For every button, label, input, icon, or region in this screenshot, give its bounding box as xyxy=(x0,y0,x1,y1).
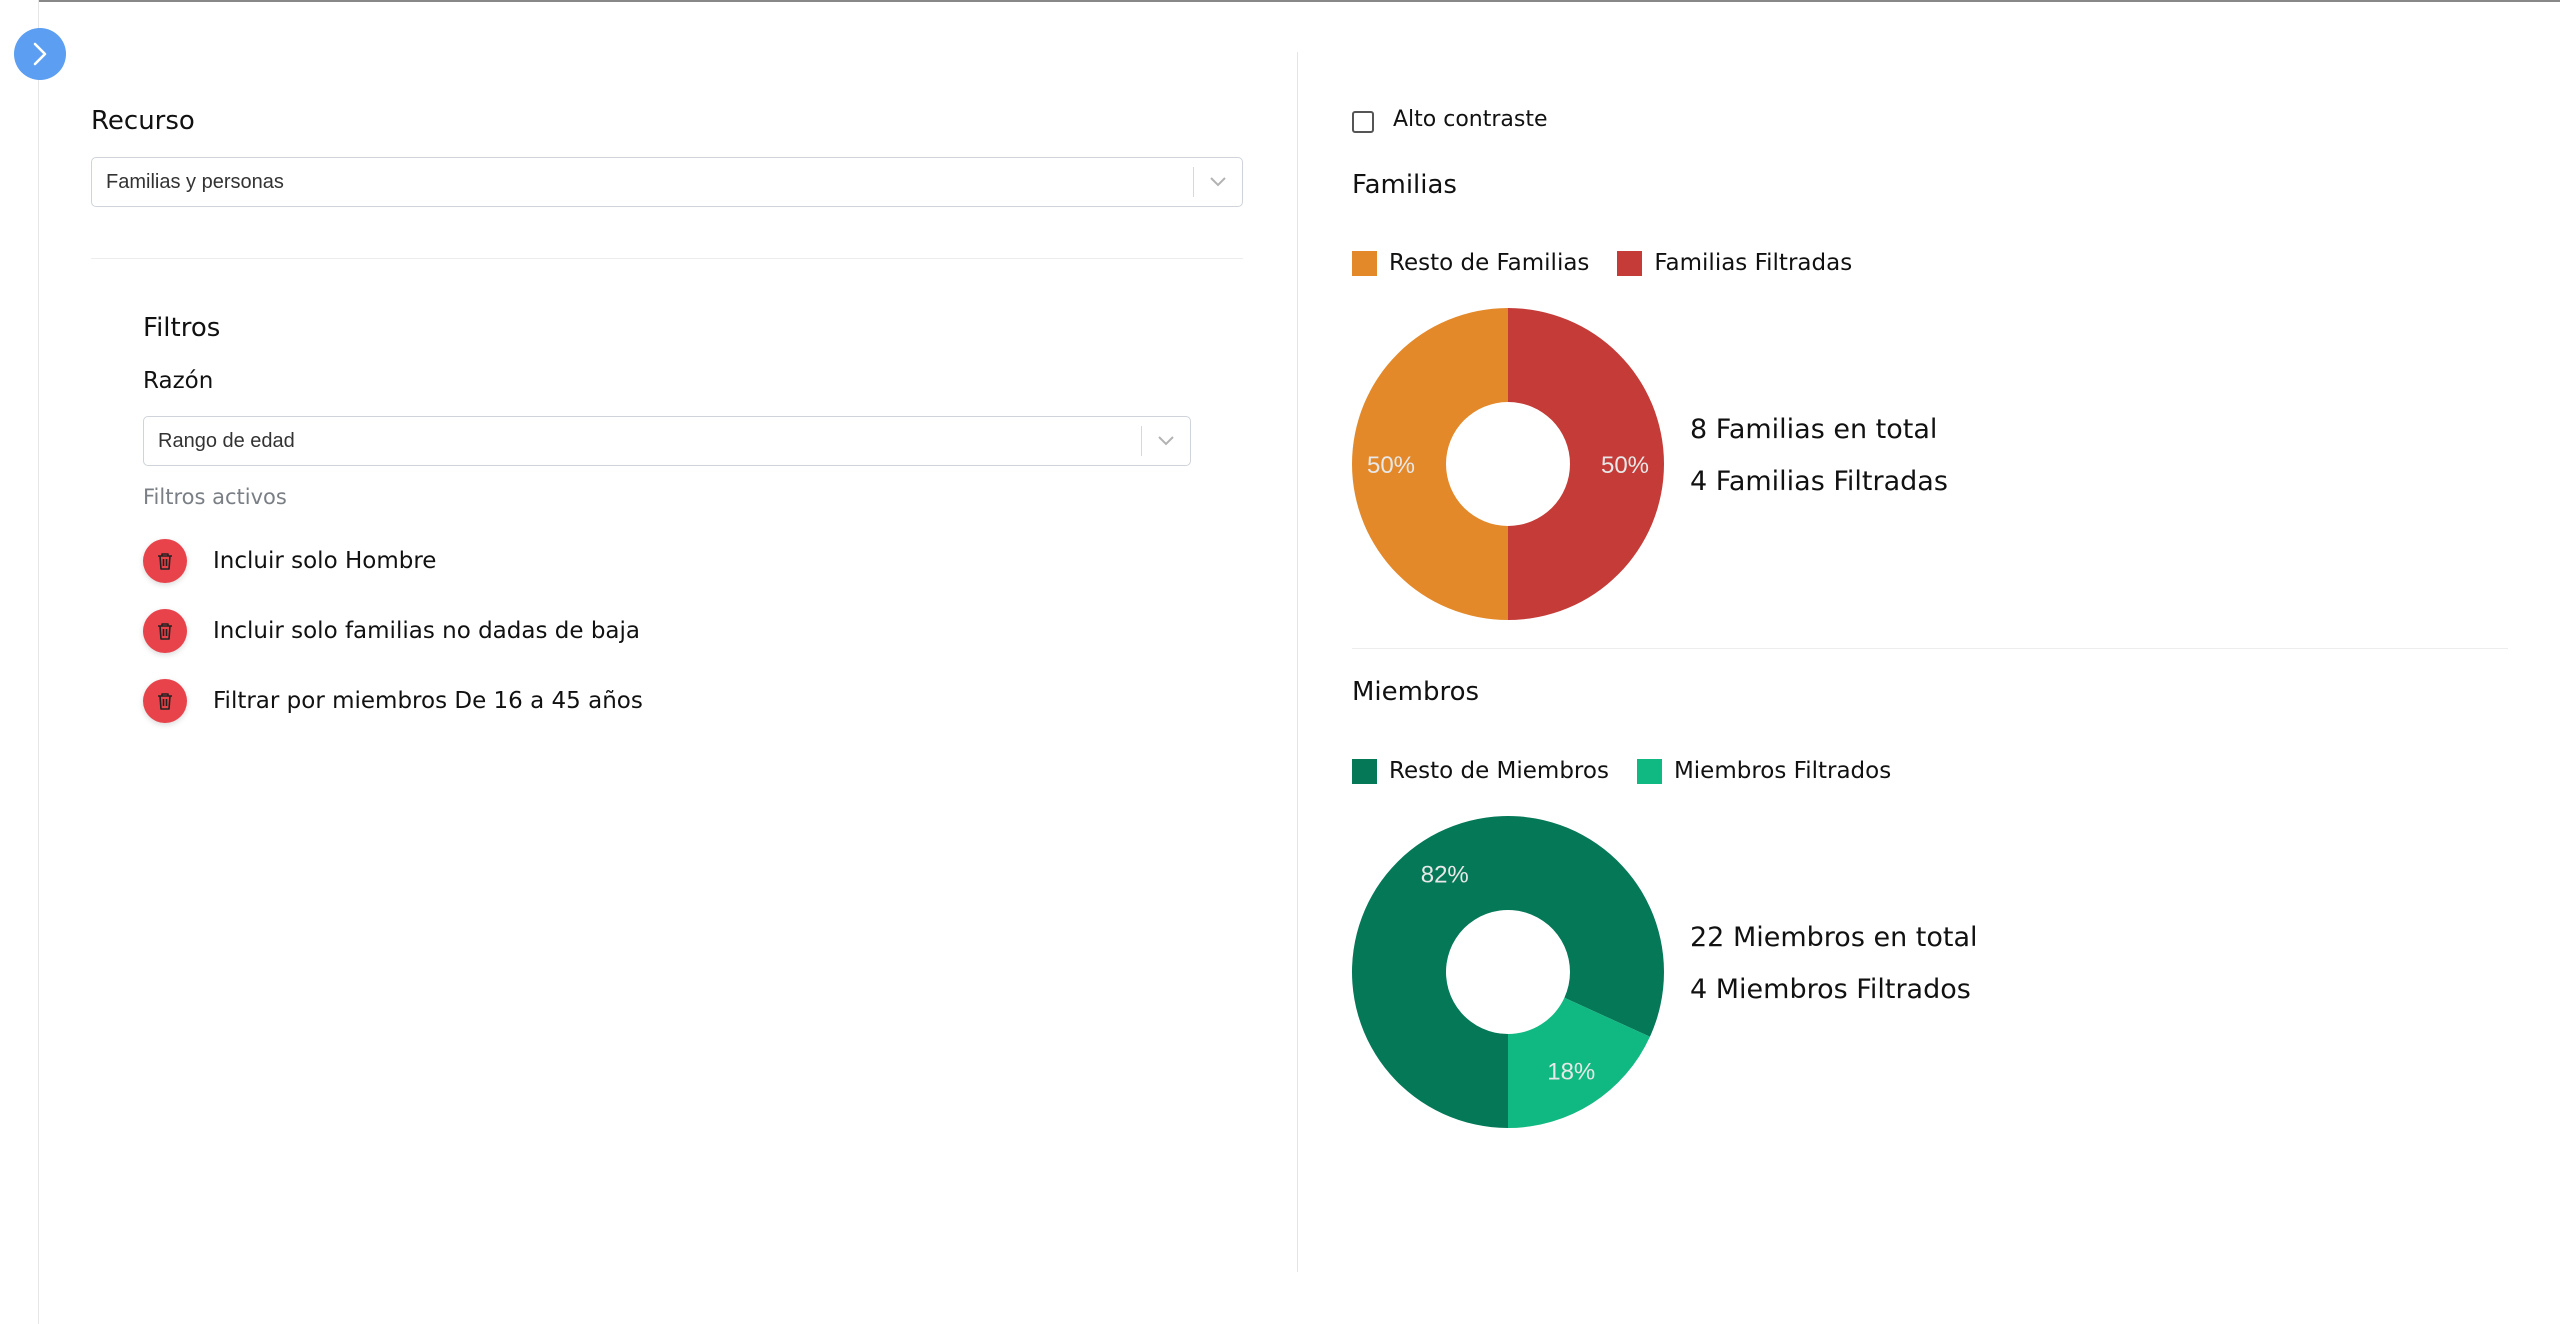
trash-icon xyxy=(158,553,172,570)
active-filter-text: Filtrar por miembros De 16 a 45 años xyxy=(213,688,643,714)
members-total: 22 Miembros en total xyxy=(1690,922,1978,953)
active-filter-item: Incluir solo familias no dadas de baja xyxy=(143,608,640,654)
resource-select[interactable]: Familias y personas xyxy=(91,157,1243,207)
reason-label: Razón xyxy=(143,368,214,394)
members-legend: Resto de Miembros Miembros Filtrados xyxy=(1352,758,1919,784)
reason-select[interactable]: Rango de edad xyxy=(143,416,1191,466)
chart-divider xyxy=(1352,648,2508,649)
resource-select-value: Familias y personas xyxy=(106,170,284,193)
families-slice-1 xyxy=(1508,308,1664,620)
trash-icon xyxy=(158,693,172,710)
trash-icon xyxy=(158,623,172,640)
active-filter-item: Incluir solo Hombre xyxy=(143,538,436,584)
active-filter-text: Incluir solo Hombre xyxy=(213,548,437,574)
legend-swatch xyxy=(1352,758,1377,784)
families-donut-chart: 50% 50% xyxy=(1352,308,1664,620)
delete-filter-button[interactable] xyxy=(143,539,187,583)
legend-label: Resto de Miembros xyxy=(1389,758,1609,784)
families-slice-label-1: 50% xyxy=(1601,452,1649,479)
legend-item: Familias Filtradas xyxy=(1617,250,1852,276)
families-filtered: 4 Familias Filtradas xyxy=(1690,466,1948,497)
families-slice-0 xyxy=(1352,308,1508,620)
select-separator xyxy=(1141,426,1142,456)
high-contrast-label: Alto contraste xyxy=(1393,107,1548,132)
active-filters-label: Filtros activos xyxy=(143,485,287,509)
select-separator xyxy=(1193,167,1194,197)
sidebar-rail xyxy=(0,0,39,1324)
chevron-down-icon xyxy=(1194,176,1242,188)
section-divider xyxy=(91,258,1243,259)
legend-item: Miembros Filtrados xyxy=(1636,758,1892,784)
families-legend: Resto de Familias Familias Filtradas xyxy=(1352,250,1880,276)
sidebar-toggle-button[interactable] xyxy=(14,28,66,80)
resource-title: Recurso xyxy=(91,106,195,136)
legend-item: Resto de Miembros xyxy=(1352,758,1609,784)
members-slice-label-0: 82% xyxy=(1421,862,1469,889)
members-title: Miembros xyxy=(1352,677,1480,707)
legend-swatch xyxy=(1617,250,1643,276)
filters-title: Filtros xyxy=(143,313,221,343)
families-total: 8 Familias en total xyxy=(1690,414,1938,445)
members-slice-0 xyxy=(1352,816,1664,1128)
members-filtered: 4 Miembros Filtrados xyxy=(1690,974,1971,1005)
chevron-down-icon xyxy=(1142,435,1190,447)
delete-filter-button[interactable] xyxy=(143,679,187,723)
panel-divider xyxy=(1297,52,1298,1272)
active-filter-item: Filtrar por miembros De 16 a 45 años xyxy=(143,678,643,724)
legend-label: Resto de Familias xyxy=(1389,250,1590,276)
families-title: Familias xyxy=(1352,170,1457,200)
legend-swatch xyxy=(1352,250,1377,276)
members-slice-label-1: 18% xyxy=(1547,1058,1595,1085)
members-slice-1 xyxy=(1508,997,1650,1128)
members-donut-chart: 82% 18% xyxy=(1352,816,1664,1128)
chevron-right-icon xyxy=(33,42,47,66)
reason-select-value: Rango de edad xyxy=(158,429,295,452)
legend-label: Familias Filtradas xyxy=(1654,250,1853,276)
active-filter-text: Incluir solo familias no dadas de baja xyxy=(213,618,640,644)
families-slice-label-0: 50% xyxy=(1367,452,1415,479)
legend-label: Miembros Filtrados xyxy=(1673,758,1892,784)
legend-item: Resto de Familias xyxy=(1352,250,1589,276)
window-top-border xyxy=(0,0,2560,2)
delete-filter-button[interactable] xyxy=(143,609,187,653)
high-contrast-checkbox[interactable] xyxy=(1352,111,1374,133)
legend-swatch xyxy=(1636,758,1662,784)
